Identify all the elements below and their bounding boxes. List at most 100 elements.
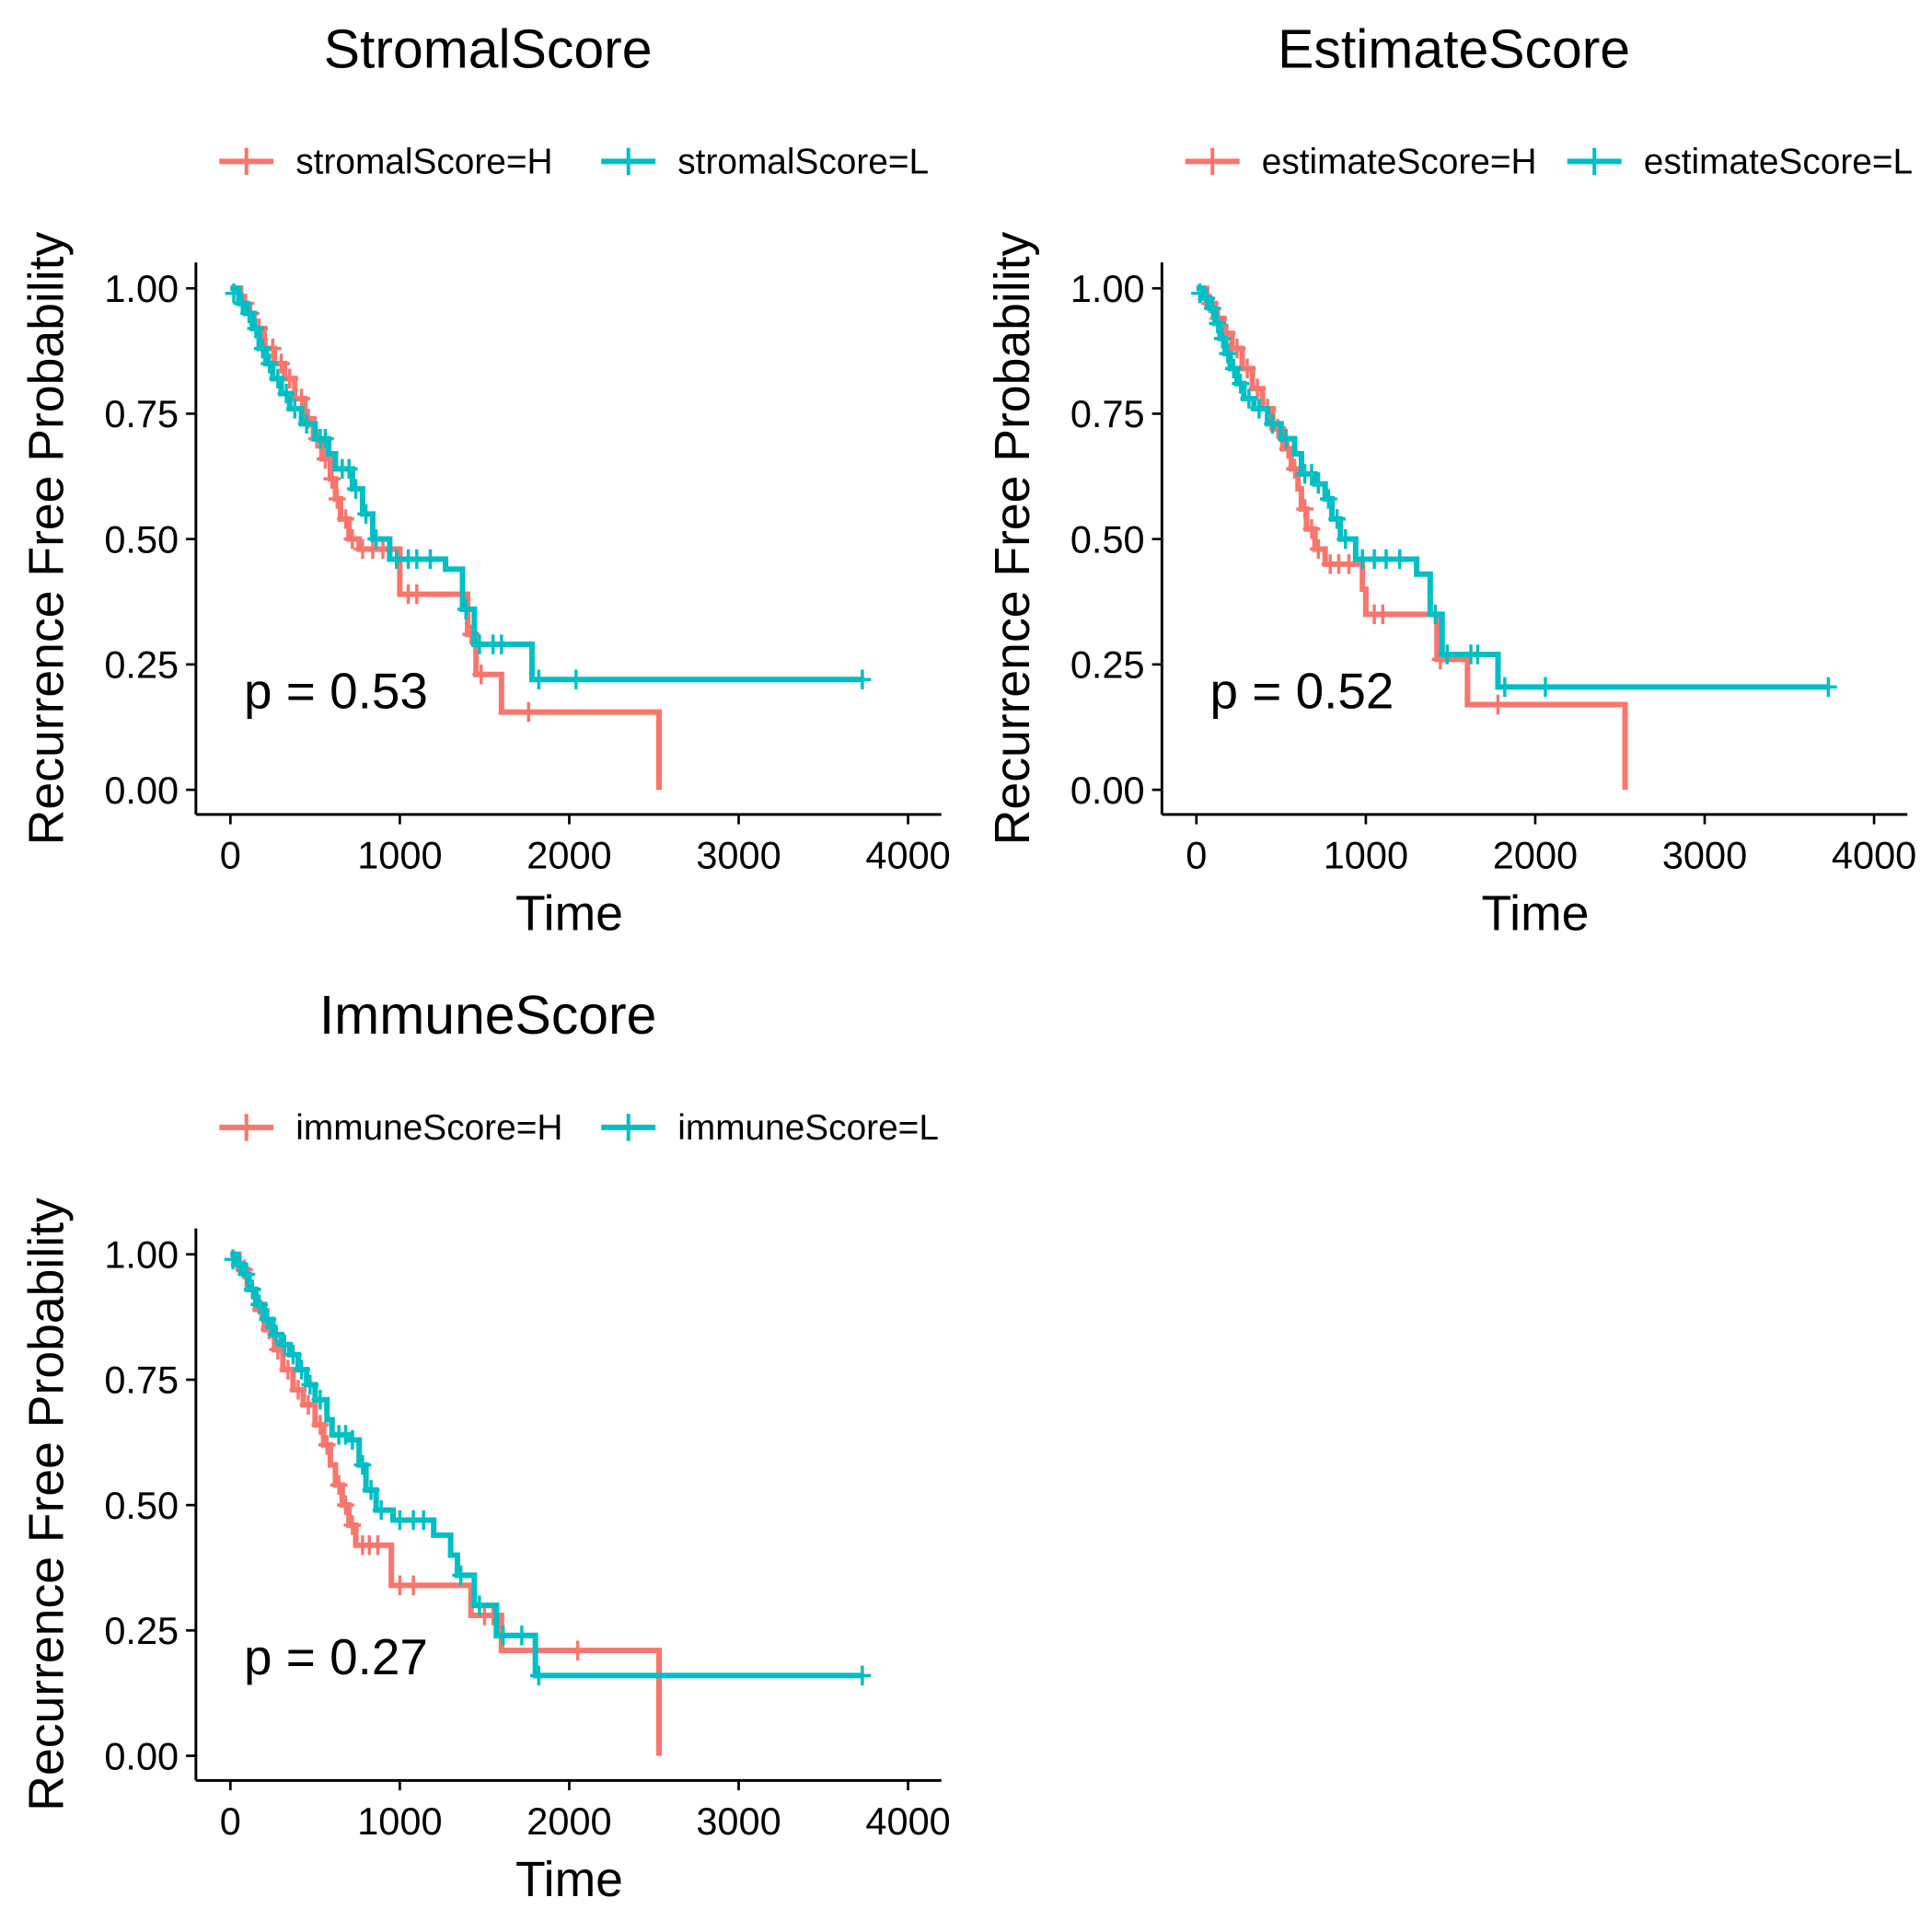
x-tick-label: 4000 (865, 834, 950, 877)
censor-mark (1320, 489, 1337, 509)
censor-mark (240, 303, 258, 324)
censor-mark (1391, 549, 1409, 570)
y-tick-label: 0.50 (104, 1484, 179, 1527)
legend-item-high: stromalScore=H (219, 143, 553, 182)
censor-mark (1248, 378, 1267, 399)
censor-mark (285, 399, 304, 419)
x-axis-title: Time (515, 1853, 623, 1907)
y-tick-label: 0.00 (104, 1734, 179, 1777)
y-tick-label: 0.00 (1070, 769, 1145, 812)
censor-mark (529, 1665, 548, 1686)
p-value-label: p = 0.27 (244, 1628, 428, 1685)
censor-mark (330, 1475, 348, 1496)
censor-mark (1219, 343, 1237, 364)
censor-mark (343, 528, 362, 550)
censor-mark (452, 1565, 470, 1586)
y-tick-label: 0.50 (104, 517, 179, 561)
censor-mark (853, 1665, 872, 1686)
y-axis-title: Recurrence Free Probability (19, 232, 74, 846)
legend-label: immuneScore=H (295, 1108, 562, 1148)
censor-mark (1336, 528, 1355, 550)
censor-mark (293, 388, 311, 409)
panel-title: StromalScore (324, 20, 653, 80)
censor-mark (1302, 464, 1321, 484)
y-tick-label: 0.00 (104, 769, 179, 812)
censor-mark (323, 469, 341, 489)
legend-item-high: estimateScore=H (1185, 143, 1537, 182)
censor-mark (267, 1325, 285, 1345)
x-tick-label: 0 (1186, 834, 1207, 877)
legend-label: stromalScore=H (295, 143, 552, 182)
censor-mark (347, 479, 364, 499)
censor-mark (470, 1595, 489, 1615)
legend-label: immuneScore=L (677, 1108, 939, 1148)
censor-mark (337, 1495, 354, 1515)
km-panel-2: EstimateScore estimateScore=H estimateScor… (986, 20, 1916, 942)
y-tick-label: 0.25 (104, 643, 179, 687)
y-tick-label: 1.00 (104, 267, 179, 310)
censor-mark (337, 509, 354, 529)
censor-mark (1489, 694, 1507, 715)
censor-mark (250, 1294, 268, 1314)
censor-mark (1426, 604, 1444, 625)
censor-mark (1213, 329, 1232, 349)
y-tick-label: 0.25 (104, 1609, 179, 1652)
censor-mark (1209, 313, 1227, 334)
censor-mark (1469, 644, 1487, 665)
censor-mark (422, 549, 439, 570)
y-tick-label: 0.25 (1070, 643, 1145, 687)
survival-curve (1196, 285, 1831, 690)
censor-mark (1232, 374, 1250, 394)
censor-mark (237, 1264, 256, 1285)
censor-mark (311, 1415, 330, 1435)
x-tick-label: 3000 (696, 1799, 781, 1843)
y-axis-title: Recurrence Free Probability (986, 232, 1040, 846)
censor-mark (299, 1394, 318, 1415)
km-panel-3: ImmuneScore immuneScore=H immuneScore=L 0.0… (19, 986, 950, 1907)
x-tick-label: 3000 (1662, 834, 1747, 877)
censor-mark (317, 448, 334, 469)
x-tick-label: 2000 (1493, 834, 1578, 877)
censor-mark (529, 669, 548, 689)
censor-mark (513, 1625, 531, 1646)
censor-mark (284, 1345, 302, 1365)
censor-mark (1197, 288, 1216, 308)
censor-mark (372, 1499, 390, 1521)
survival-curve (230, 1251, 864, 1679)
censor-mark (853, 669, 872, 689)
censor-mark (275, 1335, 294, 1355)
censor-mark (1820, 677, 1837, 698)
censor-mark (247, 318, 265, 339)
y-axis-title: Recurrence Free Probability (19, 1197, 74, 1811)
censor-mark (311, 1390, 330, 1410)
x-tick-label: 3000 (696, 834, 781, 877)
survival-curve (230, 285, 864, 683)
censor-mark (1536, 677, 1555, 698)
legend-item-low: immuneScore=L (601, 1108, 939, 1148)
x-tick-label: 1000 (357, 834, 442, 877)
y-tick-label: 1.00 (104, 1232, 179, 1276)
km-series-low (1191, 283, 1837, 698)
censor-mark (1302, 519, 1321, 539)
censor-mark (1224, 358, 1243, 379)
y-tick-label: 0.50 (1070, 517, 1145, 561)
x-tick-label: 1000 (1324, 834, 1408, 877)
censor-mark (1438, 644, 1456, 665)
censor-mark (457, 599, 475, 619)
censor-mark (404, 1575, 422, 1596)
x-tick-label: 1000 (357, 1799, 442, 1843)
censor-mark (243, 1279, 261, 1300)
censor-mark (233, 293, 251, 314)
censor-mark (472, 665, 491, 685)
legend-label: estimateScore=H (1262, 143, 1537, 182)
censor-mark (369, 1535, 387, 1556)
x-tick-label: 4000 (1832, 834, 1916, 877)
censor-mark (1309, 474, 1327, 494)
km-panel-1: StromalScore stromalScore=H stromalScore=L… (19, 20, 950, 942)
censor-mark (260, 353, 279, 374)
censor-mark (1228, 338, 1246, 359)
censor-mark (1250, 399, 1268, 419)
censor-mark (353, 1454, 372, 1475)
censor-mark (567, 669, 585, 689)
